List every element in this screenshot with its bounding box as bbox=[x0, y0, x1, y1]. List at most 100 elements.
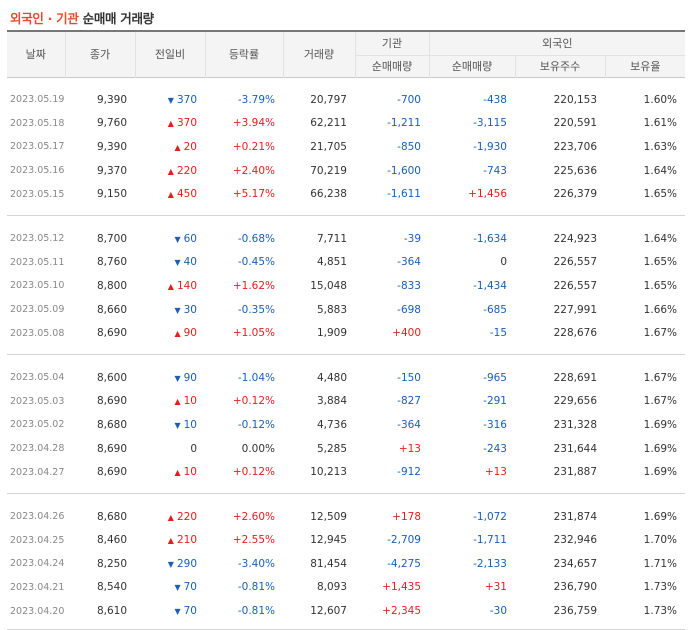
down-arrow-icon: ▼ bbox=[174, 420, 181, 430]
cell-foreign-net: -1,711 bbox=[473, 534, 507, 547]
cell-rate: +3.94% bbox=[232, 117, 275, 130]
cell-volume: 8,093 bbox=[316, 581, 347, 594]
up-arrow-icon: ▲ bbox=[174, 142, 181, 152]
cell-foreign-ratio: 1.66% bbox=[643, 303, 678, 316]
cell-foreign-net: -438 bbox=[483, 93, 507, 106]
cell-date: 2023.05.02 bbox=[10, 419, 65, 431]
table-row: 2023.05.08 8,690 ▲ 90 +1.05% 1,909 +400 -15 228,… bbox=[7, 321, 685, 345]
cell-volume: 70,219 bbox=[310, 164, 347, 177]
cell-rate: +0.21% bbox=[232, 140, 275, 153]
cell-change: ▲ 140 bbox=[135, 274, 205, 298]
cell-institution-net: +178 bbox=[392, 510, 421, 523]
cell-volume: 5,883 bbox=[316, 303, 347, 316]
investor-trading-panel: 외국인 · 기관 순매매 거래량 날짜 종가 전일비 등락률 거래량 기관 외국… bbox=[7, 8, 686, 630]
cell-close: 8,690 bbox=[96, 327, 127, 340]
cell-foreign-ratio: 1.73% bbox=[643, 605, 678, 618]
cell-rate: -0.68% bbox=[237, 232, 275, 245]
cell-foreign-holdings: 231,328 bbox=[553, 418, 597, 431]
cell-volume: 12,945 bbox=[310, 534, 347, 547]
cell-close: 8,700 bbox=[96, 232, 127, 245]
table-row: 2023.05.09 8,660 ▼ 30 -0.35% 5,883 -698 -685 227… bbox=[7, 298, 685, 322]
cell-date: 2023.05.17 bbox=[10, 141, 65, 153]
table-row: 2023.05.17 9,390 ▲ 20 +0.21% 21,705 -850 -1,930… bbox=[7, 135, 685, 159]
cell-institution-net: -1,611 bbox=[387, 188, 421, 201]
cell-rate: 0.00% bbox=[241, 442, 275, 455]
cell-institution-net: -912 bbox=[397, 466, 421, 479]
cell-date: 2023.05.11 bbox=[10, 256, 65, 268]
cell-change: ▲ 10 bbox=[135, 460, 205, 484]
cell-foreign-net: -1,930 bbox=[473, 140, 507, 153]
down-arrow-icon: ▼ bbox=[174, 583, 181, 593]
cell-rate: +5.17% bbox=[232, 188, 275, 201]
down-arrow-icon: ▼ bbox=[174, 258, 181, 268]
cell-foreign-net: -2,133 bbox=[473, 557, 507, 570]
cell-foreign-ratio: 1.70% bbox=[643, 534, 678, 547]
table-row: 2023.04.26 8,680 ▲ 220 +2.60% 12,509 +178 -1,07… bbox=[7, 505, 685, 529]
header-foreign-net: 순매매량 bbox=[429, 54, 516, 77]
down-arrow-icon: ▼ bbox=[167, 95, 174, 105]
cell-foreign-ratio: 1.73% bbox=[643, 581, 678, 594]
up-arrow-icon: ▲ bbox=[167, 281, 174, 291]
cell-change: ▼ 60 bbox=[135, 227, 205, 251]
cell-date: 2023.04.21 bbox=[10, 581, 65, 593]
cell-volume: 4,851 bbox=[316, 256, 347, 269]
cell-close: 8,690 bbox=[96, 395, 127, 408]
change-value: 60 bbox=[183, 232, 197, 245]
cell-change: ▼ 70 bbox=[135, 576, 205, 600]
cell-foreign-net: -743 bbox=[483, 164, 507, 177]
cell-foreign-holdings: 223,706 bbox=[553, 140, 597, 153]
cell-volume: 3,884 bbox=[316, 395, 347, 408]
cell-institution-net: +13 bbox=[398, 442, 421, 455]
cell-foreign-ratio: 1.65% bbox=[643, 188, 678, 201]
cell-change: ▼ 70 bbox=[135, 599, 205, 623]
cell-change: ▲ 10 bbox=[135, 390, 205, 414]
change-value: 220 bbox=[176, 164, 197, 177]
header-volume: 거래량 bbox=[283, 31, 356, 77]
cell-foreign-ratio: 1.64% bbox=[643, 232, 678, 245]
cell-foreign-ratio: 1.67% bbox=[643, 371, 678, 384]
cell-foreign-net: -685 bbox=[483, 303, 507, 316]
cell-change: ▲ 450 bbox=[135, 182, 205, 206]
cell-close: 8,250 bbox=[96, 557, 127, 570]
cell-foreign-ratio: 1.69% bbox=[643, 442, 678, 455]
cell-institution-net: +1,435 bbox=[382, 581, 421, 594]
cell-change: ▲ 20 bbox=[135, 135, 205, 159]
cell-close: 9,390 bbox=[96, 93, 127, 106]
cell-foreign-ratio: 1.64% bbox=[643, 164, 678, 177]
change-value: 210 bbox=[176, 534, 197, 547]
cell-close: 9,370 bbox=[96, 164, 127, 177]
cell-close: 8,660 bbox=[96, 303, 127, 316]
group-divider bbox=[7, 483, 686, 495]
table-row: 2023.04.25 8,460 ▲ 210 +2.55% 12,945 -2,709 -1,… bbox=[7, 529, 685, 553]
cell-date: 2023.05.08 bbox=[10, 327, 65, 339]
cell-volume: 10,213 bbox=[310, 466, 347, 479]
cell-rate: -0.35% bbox=[237, 303, 275, 316]
cell-institution-net: -4,275 bbox=[387, 557, 421, 570]
cell-foreign-net: -243 bbox=[483, 442, 507, 455]
cell-institution-net: -827 bbox=[397, 395, 421, 408]
cell-institution-net: -1,211 bbox=[387, 117, 421, 130]
cell-foreign-ratio: 1.69% bbox=[643, 466, 678, 479]
cell-rate: +2.60% bbox=[232, 510, 275, 523]
cell-date: 2023.05.03 bbox=[10, 395, 65, 407]
cell-volume: 15,048 bbox=[310, 279, 347, 292]
cell-rate: -3.79% bbox=[237, 93, 275, 106]
cell-date: 2023.05.10 bbox=[10, 280, 65, 292]
group-spacer bbox=[7, 216, 685, 227]
cell-institution-net: -833 bbox=[397, 279, 421, 292]
cell-volume: 20,797 bbox=[310, 93, 347, 106]
table-row: 2023.05.11 8,760 ▼ 40 -0.45% 4,851 -364 0 226,55… bbox=[7, 251, 685, 275]
cell-institution-net: +2,345 bbox=[382, 605, 421, 618]
cell-date: 2023.05.12 bbox=[10, 233, 65, 245]
cell-date: 2023.05.18 bbox=[10, 117, 65, 129]
down-arrow-icon: ▼ bbox=[167, 559, 174, 569]
cell-institution-net: -364 bbox=[397, 418, 421, 431]
down-arrow-icon: ▼ bbox=[174, 234, 181, 244]
header-foreign-holdings: 보유주수 bbox=[515, 54, 606, 77]
cell-change: ▲ 220 bbox=[135, 159, 205, 183]
cell-close: 8,460 bbox=[96, 534, 127, 547]
cell-close: 8,800 bbox=[96, 279, 127, 292]
up-arrow-icon: ▲ bbox=[167, 190, 174, 200]
cell-foreign-net: -1,634 bbox=[473, 232, 507, 245]
cell-foreign-ratio: 1.63% bbox=[643, 140, 678, 153]
